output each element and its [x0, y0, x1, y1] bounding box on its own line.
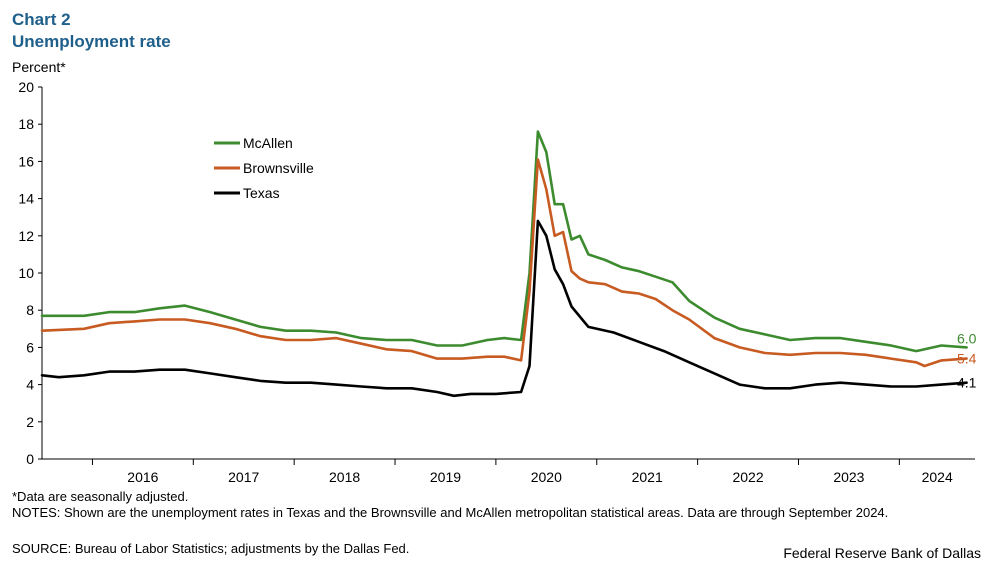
end-label-mcallen: 6.0	[957, 330, 977, 346]
y-tick-label: 4	[26, 377, 34, 393]
x-tick-label: 2022	[732, 469, 763, 485]
series-line-mcallen	[40, 130, 968, 353]
end-label-brownsville: 5.4	[957, 351, 977, 367]
chart-title: Unemployment rate	[12, 32, 171, 51]
y-tick-label: 20	[18, 79, 34, 95]
unemployment-line-chart: 0 2 4 6 8 10 12 14 16 18 20 2016 2017 2018 2019 2020 202…	[18, 79, 977, 485]
x-tick-label: 2019	[430, 469, 461, 485]
x-tick-label: 2016	[127, 469, 158, 485]
seasonal-adjustment-note: *Data are seasonally adjusted.	[12, 489, 189, 504]
y-tick-label: 2	[26, 414, 34, 430]
x-tick-label: 2023	[833, 469, 864, 485]
legend-label-mcallen: McAllen	[243, 135, 293, 151]
x-tick-label: 2017	[228, 469, 259, 485]
end-label-texas: 4.1	[957, 375, 977, 391]
series-line-brownsville	[40, 158, 968, 368]
x-tick-label: 2018	[329, 469, 360, 485]
credit-text: Federal Reserve Bank of Dallas	[783, 545, 981, 561]
y-tick-label: 0	[26, 451, 34, 467]
y-tick-label: 16	[18, 153, 34, 169]
y-tick-label: 10	[18, 265, 34, 281]
y-tick-label: 8	[26, 302, 34, 318]
source-text: SOURCE: Bureau of Labor Statistics; adju…	[12, 541, 410, 556]
legend-label-brownsville: Brownsville	[243, 160, 314, 176]
x-tick-label: 2021	[632, 469, 663, 485]
notes-text: NOTES: Shown are the unemployment rates …	[12, 505, 889, 520]
legend-label-texas: Texas	[243, 185, 280, 201]
y-tick-label: 14	[18, 191, 34, 207]
y-tick-label: 12	[18, 228, 34, 244]
y-tick-label: 6	[26, 339, 34, 355]
y-axis-units-label: Percent*	[12, 59, 66, 75]
chart-number: Chart 2	[12, 10, 71, 29]
y-tick-label: 18	[18, 116, 34, 132]
series-line-texas	[40, 219, 968, 398]
x-tick-label: 2024	[922, 469, 953, 485]
x-tick-label: 2020	[531, 469, 562, 485]
